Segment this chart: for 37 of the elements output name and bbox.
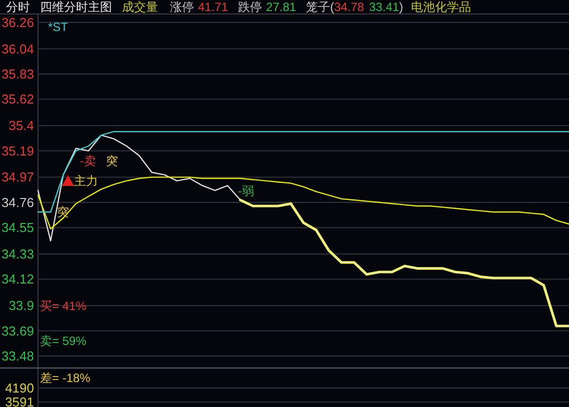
text: 差= -18% — [40, 371, 91, 385]
y-tick-label: 33.48 — [1, 348, 34, 364]
y-tick-label: 35.62 — [1, 92, 34, 107]
text: 3591 — [5, 394, 34, 407]
annotation: -弱 — [238, 184, 254, 198]
y-tick-label: 35.4 — [8, 118, 34, 134]
text: 笼子( — [306, 0, 334, 14]
text: 4190 — [5, 380, 34, 396]
annotation: 突 — [57, 205, 69, 219]
y-tick-label: 35.83 — [1, 66, 34, 82]
y-tick-label: 35.19 — [1, 143, 34, 158]
y-tick-label: 34.55 — [1, 220, 34, 236]
text: 41.71 — [198, 0, 228, 14]
text: 跌停 — [238, 0, 262, 14]
y-tick-label: 34.97 — [1, 170, 34, 185]
text: ) — [399, 0, 404, 14]
y-tick-label: 33.69 — [1, 323, 34, 338]
y-tick-label: 36.26 — [1, 14, 34, 30]
y-tick-label: 34.33 — [1, 246, 34, 262]
text: 27.81 — [266, 0, 296, 14]
text: 电池化学品 — [411, 0, 472, 14]
annotation: 买= 41% — [40, 299, 87, 313]
y-tick-label: 33.9 — [8, 298, 34, 314]
y-tick-label: 36.04 — [1, 41, 34, 56]
chart-subtitle: 四维分时主图 — [40, 0, 112, 14]
annotation: 卖= 59% — [40, 334, 87, 348]
text: 成交量 — [122, 0, 158, 14]
annotation: -卖 — [80, 154, 96, 168]
annotation: *ST — [48, 20, 69, 34]
annotation: 主力 — [74, 174, 98, 188]
y-tick-label: 34.12 — [1, 272, 34, 287]
annotation: 突 — [106, 154, 118, 168]
text: 涨停 — [170, 0, 194, 14]
y-tick-label: 34.76 — [1, 194, 34, 210]
text: 33.41 — [369, 0, 400, 14]
chart-title: 分时 — [6, 0, 30, 14]
text: 34.78 — [334, 0, 364, 14]
